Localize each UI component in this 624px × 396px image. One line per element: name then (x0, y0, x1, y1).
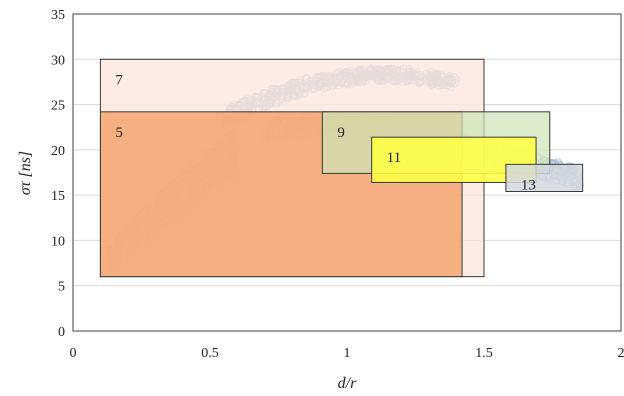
y-tick-label: 10 (51, 234, 65, 249)
y-tick-label: 5 (58, 280, 65, 295)
x-tick-label: 0.5 (201, 346, 219, 361)
range-boxes: 7 5 9 11 13 (99, 58, 584, 278)
x-tick-label: 0 (70, 346, 77, 361)
x-tick-label: 1 (344, 346, 351, 361)
range-box-label-7: 7 (115, 72, 123, 88)
y-tick-label: 25 (51, 99, 65, 114)
y-tick-label: 0 (58, 325, 65, 340)
range-box-13 (505, 163, 584, 193)
range-box-label-5: 5 (115, 125, 123, 141)
y-tick-label: 30 (51, 53, 65, 68)
y-axis-label: στ [ns] (17, 151, 34, 195)
tick-labels: 0 5 10 15 20 25 30 35 0 0.5 1 1.5 2 (51, 8, 624, 361)
x-tick-label: 1.5 (475, 346, 493, 361)
plot-area-frame (72, 13, 622, 332)
range-box-label-13: 13 (521, 177, 536, 193)
x-tick-label: 2 (618, 346, 624, 361)
range-box-label-11: 11 (387, 150, 401, 166)
y-tick-label: 15 (51, 189, 65, 204)
y-tick-label: 20 (51, 144, 65, 159)
range-box-label-9: 9 (337, 125, 345, 141)
x-axis-label: d/r (338, 375, 357, 392)
y-tick-label: 35 (51, 8, 65, 23)
